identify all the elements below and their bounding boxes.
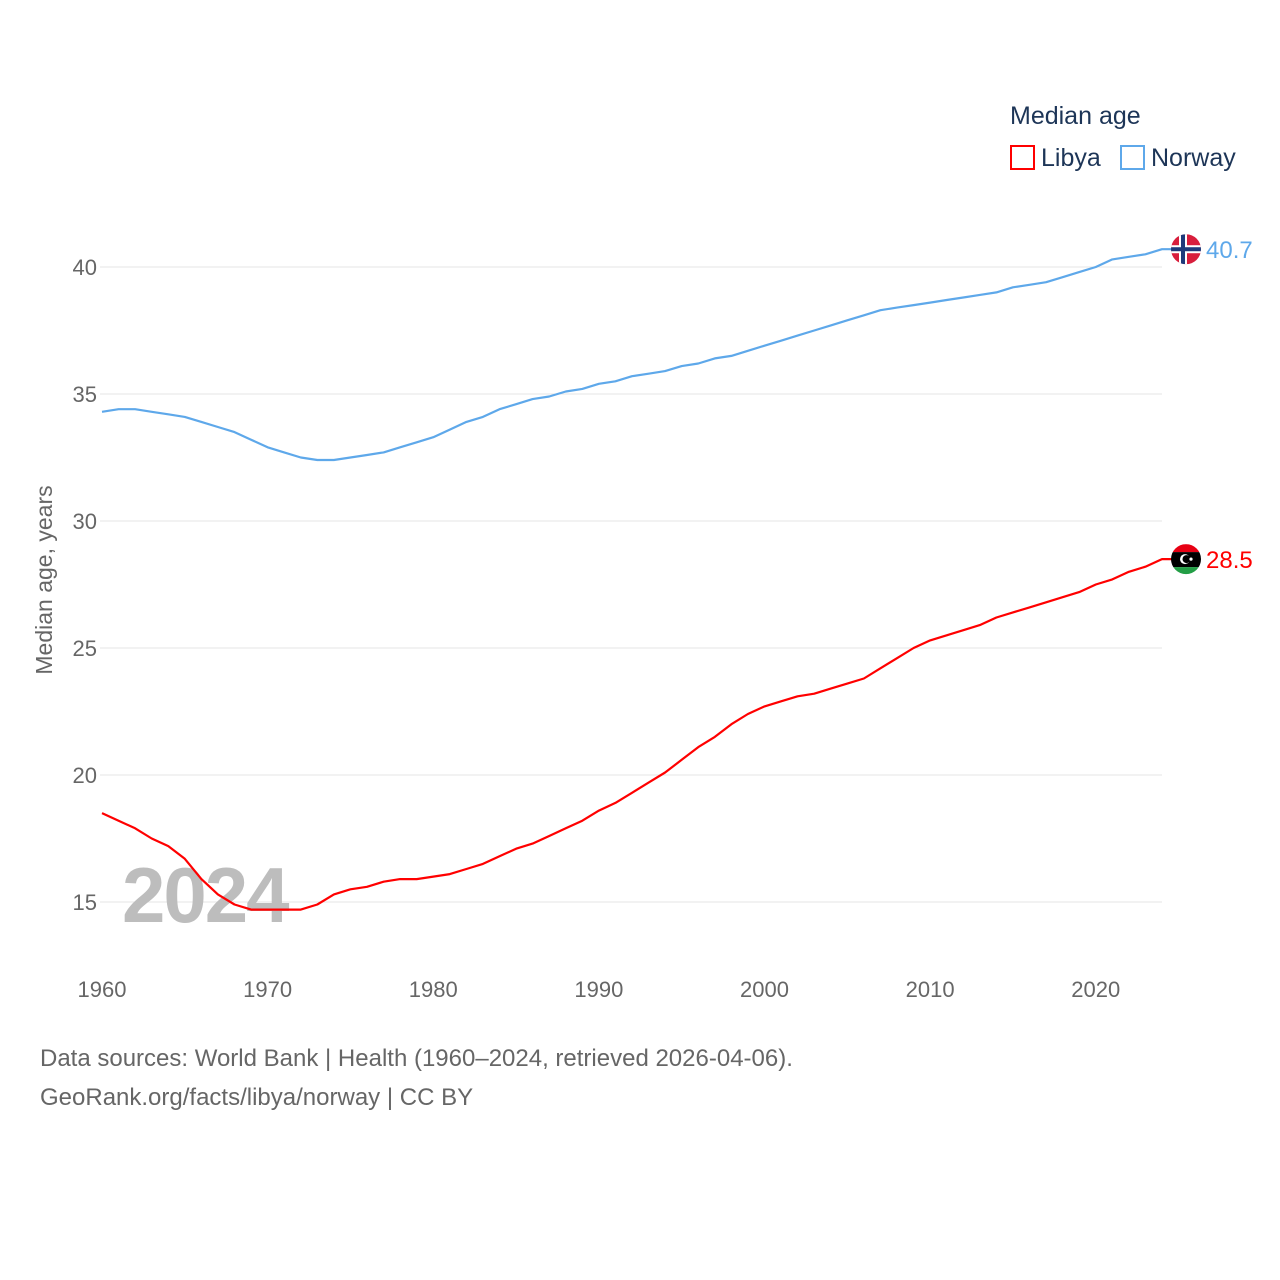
y-axis-ticks: 15 20 25 30 35 40	[73, 255, 97, 915]
x-axis-ticks: 1960 1970 1980 1990 2000 2010 2020	[78, 977, 1121, 1002]
y-tick-label: 25	[73, 636, 97, 661]
y-tick-label: 15	[73, 890, 97, 915]
y-tick-label: 35	[73, 382, 97, 407]
legend: Median age Libya Norway	[1010, 102, 1236, 172]
footer-sources: Data sources: World Bank | Health (1960–…	[40, 1045, 793, 1072]
y-tick-label: 30	[73, 509, 97, 534]
x-tick-label: 1990	[574, 977, 623, 1002]
legend-item-norway[interactable]: Norway	[1120, 144, 1236, 172]
year-watermark: 2024	[122, 851, 289, 939]
y-tick-label: 20	[73, 763, 97, 788]
legend-title: Median age	[1010, 102, 1141, 130]
y-axis-label: Median age, years	[31, 485, 57, 674]
x-tick-label: 2000	[740, 977, 789, 1002]
x-tick-label: 1980	[409, 977, 458, 1002]
flag-norway-icon	[1171, 234, 1201, 265]
x-tick-label: 1960	[78, 977, 127, 1002]
legend-swatch-libya	[1010, 145, 1035, 170]
gridlines	[100, 266, 1162, 903]
x-tick-label: 1970	[243, 977, 292, 1002]
legend-label-libya: Libya	[1041, 144, 1101, 172]
y-tick-label: 40	[73, 255, 97, 280]
flag-libya-icon	[1171, 544, 1201, 575]
end-label-libya: 28.5	[1206, 547, 1253, 574]
x-tick-label: 2010	[906, 977, 955, 1002]
end-label-norway: 40.7	[1206, 237, 1253, 264]
series-lines	[101, 248, 1172, 911]
end-labels: 28.5 40.7	[1171, 234, 1253, 575]
legend-swatch-norway	[1120, 145, 1145, 170]
footer-attribution[interactable]: GeoRank.org/facts/libya/norway | CC BY	[40, 1084, 474, 1111]
legend-label-norway: Norway	[1151, 144, 1236, 172]
series-line-norway	[101, 248, 1172, 462]
legend-item-libya[interactable]: Libya	[1010, 144, 1101, 172]
x-tick-label: 2020	[1071, 977, 1120, 1002]
series-line-libya	[101, 558, 1172, 911]
